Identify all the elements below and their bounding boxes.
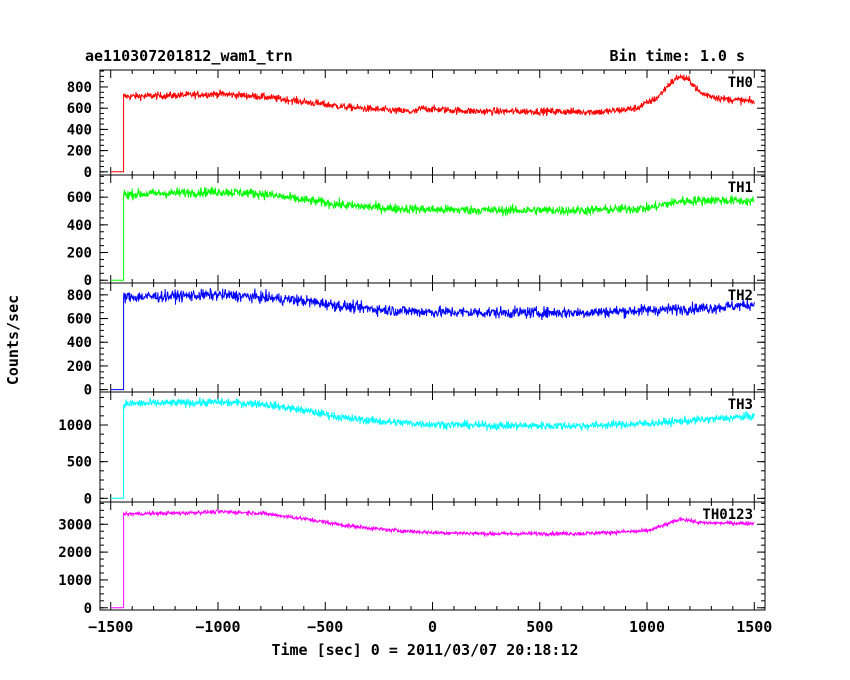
y-tick-label: 400 xyxy=(67,218,92,234)
panel-frame xyxy=(99,174,766,284)
y-axis-label: Counts/sec xyxy=(4,295,22,385)
series-line-th1 xyxy=(110,186,755,281)
x-tick-label: 500 xyxy=(526,618,553,636)
series-line-th0123 xyxy=(110,509,755,609)
panel-label: TH0 xyxy=(728,75,753,91)
panel-label: TH3 xyxy=(728,397,753,413)
panel-th0: 0 200 400 600 800 TH0 xyxy=(67,69,766,181)
panel-th2: 0 200 400 600 800 TH2 xyxy=(67,282,766,399)
y-tick-label: 0 xyxy=(84,601,92,617)
series-line-th2 xyxy=(110,287,755,391)
y-tick-label: 600 xyxy=(67,312,92,328)
series-line-th3 xyxy=(110,397,755,499)
x-axis-label: Time [sec] 0 = 2011/03/07 20:18:12 xyxy=(271,641,578,659)
x-tick-label: 0 xyxy=(428,618,437,636)
panel-frame xyxy=(99,391,766,503)
y-tick-label: 0 xyxy=(84,273,92,289)
y-tick-label: 600 xyxy=(67,190,92,206)
x-tick-label: −500 xyxy=(307,618,343,636)
y-tick-label: 200 xyxy=(67,359,92,375)
x-tick-label: 1500 xyxy=(736,618,772,636)
y-tick-label: 0 xyxy=(84,383,92,399)
y-tick-label: 0 xyxy=(84,165,92,181)
x-tick-label: −1500 xyxy=(88,618,133,636)
y-tick-label: 800 xyxy=(67,80,92,96)
panel-frame xyxy=(99,501,766,611)
panel-frame xyxy=(99,69,766,176)
series-line-th0 xyxy=(110,73,755,173)
panel-th1: 0 200 400 600 TH1 xyxy=(67,174,766,289)
bin-time-label: Bin time: 1.0 s xyxy=(610,47,745,65)
panel-th0123: 0 1000 2000 3000 TH0123 xyxy=(58,501,766,617)
y-tick-label: 400 xyxy=(67,122,92,138)
y-tick-label: 3000 xyxy=(58,517,92,533)
y-tick-label: 2000 xyxy=(58,545,92,561)
y-tick-label: 600 xyxy=(67,101,92,117)
panels-group: 0 200 400 600 800 TH0 0 200 400 600 TH1 0 200 400 600 8… xyxy=(58,69,772,636)
y-tick-label: 1000 xyxy=(58,573,92,589)
panel-th3: 0 500 1000 TH3 xyxy=(58,391,766,507)
x-tick-label: 1000 xyxy=(629,618,665,636)
y-tick-label: 1000 xyxy=(58,418,92,434)
panel-label: TH1 xyxy=(728,180,753,196)
panel-label: TH2 xyxy=(728,288,753,304)
y-tick-label: 500 xyxy=(67,455,92,471)
y-tick-label: 200 xyxy=(67,246,92,262)
x-tick-label: −1000 xyxy=(195,618,240,636)
y-tick-label: 0 xyxy=(84,491,92,507)
y-tick-label: 200 xyxy=(67,144,92,160)
y-tick-label: 400 xyxy=(67,335,92,351)
y-tick-label: 800 xyxy=(67,288,92,304)
plot-title: ae110307201812_wam1_trn xyxy=(85,47,293,65)
panel-label: TH0123 xyxy=(702,507,753,523)
